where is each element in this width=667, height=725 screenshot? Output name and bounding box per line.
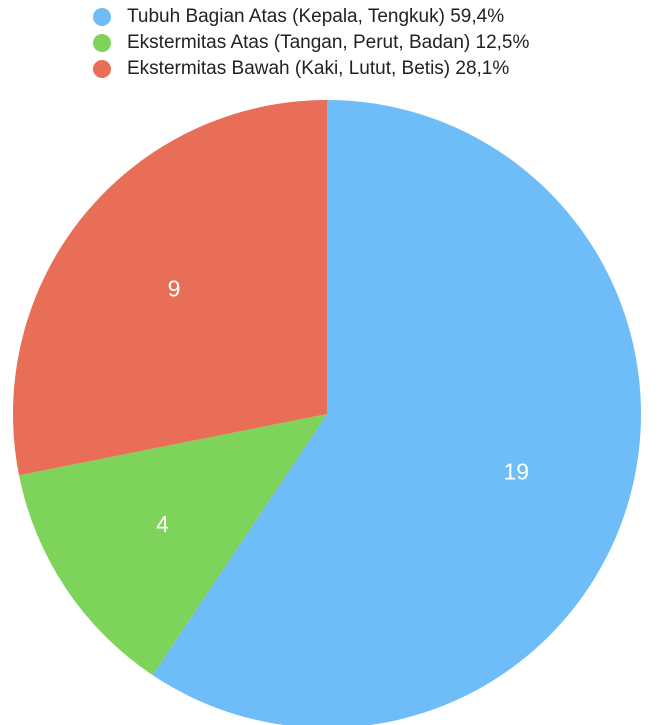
legend-label-ekstermitas-atas: Ekstermitas Atas (Tangan, Perut, Badan) … [127,32,530,53]
pie-slice-tubuh-bagian-atas [152,100,641,725]
pie-slice-ekstermitas-atas [19,414,328,676]
legend-swatch-tubuh-bagian-atas [93,8,111,26]
slice-value-label-tubuh-bagian-atas: 19 [504,458,530,484]
chart-legend: Tubuh Bagian Atas (Kepala, Tengkuk) 59,4… [93,4,667,82]
pie-slice-ekstermitas-bawah [12,100,327,476]
legend-swatch-ekstermitas-bawah [93,60,111,78]
legend-item-tubuh-bagian-atas: Tubuh Bagian Atas (Kepala, Tengkuk) 59,4… [93,4,667,30]
slice-value-label-ekstermitas-atas: 4 [156,511,169,537]
legend-label-ekstermitas-bawah: Ekstermitas Bawah (Kaki, Lutut, Betis) 2… [127,58,510,79]
legend-swatch-ekstermitas-atas [93,34,111,52]
legend-item-ekstermitas-bawah: Ekstermitas Bawah (Kaki, Lutut, Betis) 2… [93,56,667,82]
slice-value-label-ekstermitas-bawah: 9 [168,276,181,302]
legend-label-tubuh-bagian-atas: Tubuh Bagian Atas (Kepala, Tengkuk) 59,4… [127,6,505,27]
legend-item-ekstermitas-atas: Ekstermitas Atas (Tangan, Perut, Badan) … [93,30,667,56]
